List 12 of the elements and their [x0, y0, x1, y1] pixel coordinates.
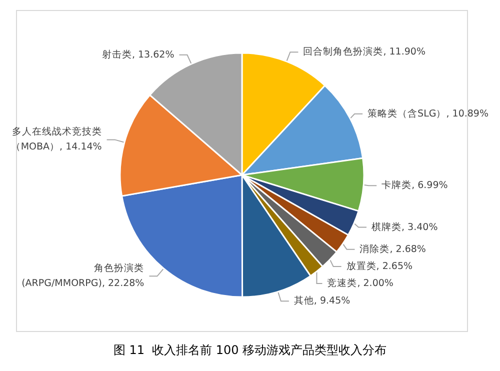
slice-label: 放置类, 2.65% — [346, 260, 413, 272]
slice-label: 消除类, 2.68% — [360, 242, 426, 255]
text: 图 11 收入排名前 100 移动游戏产品类型收入分布 — [113, 343, 387, 357]
slice-label: 棋牌类, 3.40% — [372, 220, 438, 233]
slice-label: 其他, 9.45% — [294, 294, 350, 307]
slice-label: 卡牌类, 6.99% — [382, 179, 448, 192]
slice-label: 竞速类, 2.00% — [327, 276, 394, 289]
slice-label: 角色扮演类 (ARPG/MMORPG), 22.28% — [22, 262, 144, 290]
slice-label: 射击类, 13.62% — [102, 48, 174, 60]
slice-label: 回合制角色扮演类, 11.90% — [303, 46, 426, 58]
slice-label: 多人在线战术竞技类（MOBA）, 14.14% — [10, 126, 102, 153]
slice-label: 策略类（含SLG）, 10.89% — [368, 107, 489, 120]
